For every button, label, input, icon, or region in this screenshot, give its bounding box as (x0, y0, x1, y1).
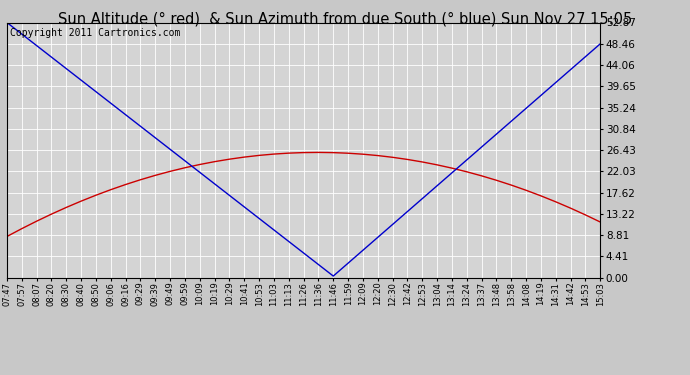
Text: Copyright 2011 Cartronics.com: Copyright 2011 Cartronics.com (10, 28, 180, 38)
Text: Sun Altitude (° red)  & Sun Azimuth from due South (° blue) Sun Nov 27 15:05: Sun Altitude (° red) & Sun Azimuth from … (58, 11, 632, 26)
